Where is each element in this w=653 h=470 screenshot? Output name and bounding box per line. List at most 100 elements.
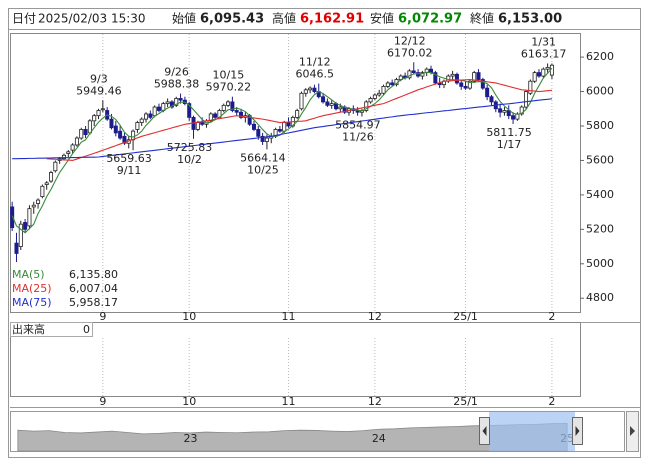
candle-body [169,101,174,108]
candle-body [79,129,84,139]
candle-body [226,101,231,106]
candle-body [66,151,71,154]
candle-body [420,72,425,77]
annotation-value: 5988.38 [154,78,200,91]
annotation-value: 6170.02 [387,46,433,59]
y-tick-label: 4800 [586,291,614,304]
candle-body [213,113,218,118]
candle-body [74,137,79,146]
main-layer: 9 9 10 10 11 11 12 12 25/1 25/1 2 2 4800 5000 5200 5400… [10,34,614,408]
annotation-value: 5854.97 [335,119,381,132]
candle-body [70,144,75,151]
candle-body [156,106,161,111]
annotation-date: 10/2 [177,153,202,166]
candle-body [208,113,213,122]
legend-value: 6,007.04 [69,282,118,295]
candle-body [195,122,200,130]
x-tick-label: 9 [99,395,106,408]
candle-body [472,72,477,82]
annotation-value: 5659.63 [106,152,152,165]
candle-body [480,79,485,89]
x-tick-label: 11 [282,395,296,408]
candle-body [174,98,179,106]
candle-body [152,106,157,117]
candle-body [299,92,304,110]
y-tick-label: 5200 [586,222,614,235]
navigator-selection[interactable] [489,412,575,451]
annotation-value: 5664.14 [240,151,286,164]
candle-body [200,122,205,125]
candle-body [92,115,97,122]
candle-body [498,108,503,113]
candle-body [459,82,464,87]
candle-body [485,87,490,98]
candle-body [113,125,118,134]
candle-body [545,67,550,70]
y-tick-label: 6000 [586,85,614,98]
y-tick-label: 5600 [586,153,614,166]
header-datetime: 2025/02/03 15:30 [38,12,146,26]
candle-body [100,108,105,111]
x-tick-label: 25/1 [453,395,478,408]
header-label: 高値 [272,11,296,26]
annotation-value: 5725.83 [167,141,213,154]
candle-body [377,92,382,96]
candle-body [295,110,300,118]
y-tick-label: 5400 [586,188,614,201]
candle-body [178,98,183,101]
candle-body [83,129,88,136]
header-bar [8,8,641,30]
annotation-value: 5970.22 [206,81,252,94]
candle-body [230,101,235,111]
annotation-date: 9/11 [117,164,142,177]
x-tick-label: 11 [282,310,296,323]
candle-body [321,96,326,103]
legend-name: MA(25) [12,282,52,295]
header-low: 6,072.97 [398,12,462,27]
candle-body [96,110,101,117]
y-tick-label: 6200 [586,50,614,63]
candle-body [541,68,546,77]
candle-body [49,172,54,182]
candle-body [221,104,226,111]
candle-body [44,182,49,185]
candle-body [14,242,19,254]
candle-body [27,208,32,227]
candle-body [264,137,269,142]
annotation-date: 10/15 [213,69,245,82]
legend-value: 6,135.80 [69,268,118,281]
candle-body [338,106,343,110]
candle-body [519,106,524,115]
annotation-date: 9/26 [164,66,189,79]
candle-body [23,222,28,230]
candle-body [286,122,291,127]
candle-body [467,80,472,89]
annotation-date: 1/31 [531,35,556,48]
candle-body [476,72,481,80]
candle-body [277,129,282,132]
annotation-date: 12/12 [394,34,426,47]
candle-body [454,73,459,84]
candle-body [36,199,41,204]
navigator-label: 23 [183,432,197,445]
candle-body [144,113,149,120]
candle-body [109,118,114,129]
header-high: 6,162.91 [300,12,364,27]
candle-body [524,91,529,108]
candle-body [411,70,416,74]
legend-name: MA(75) [12,296,52,309]
ma-line [46,78,552,161]
header-close: 6,153.00 [498,12,562,27]
candle-body [303,89,308,94]
navigator-label: 24 [372,432,386,445]
candle-body [31,204,36,208]
candle-body [325,101,330,106]
annotation-value: 6046.5 [296,68,335,81]
legend-value: 5,958.17 [69,296,118,309]
header-label: 安値 [370,11,394,26]
candle-body [87,120,92,134]
annotation-date: 1/17 [497,138,522,151]
x-tick-label: 2 [548,310,555,323]
candle-body [282,122,287,132]
